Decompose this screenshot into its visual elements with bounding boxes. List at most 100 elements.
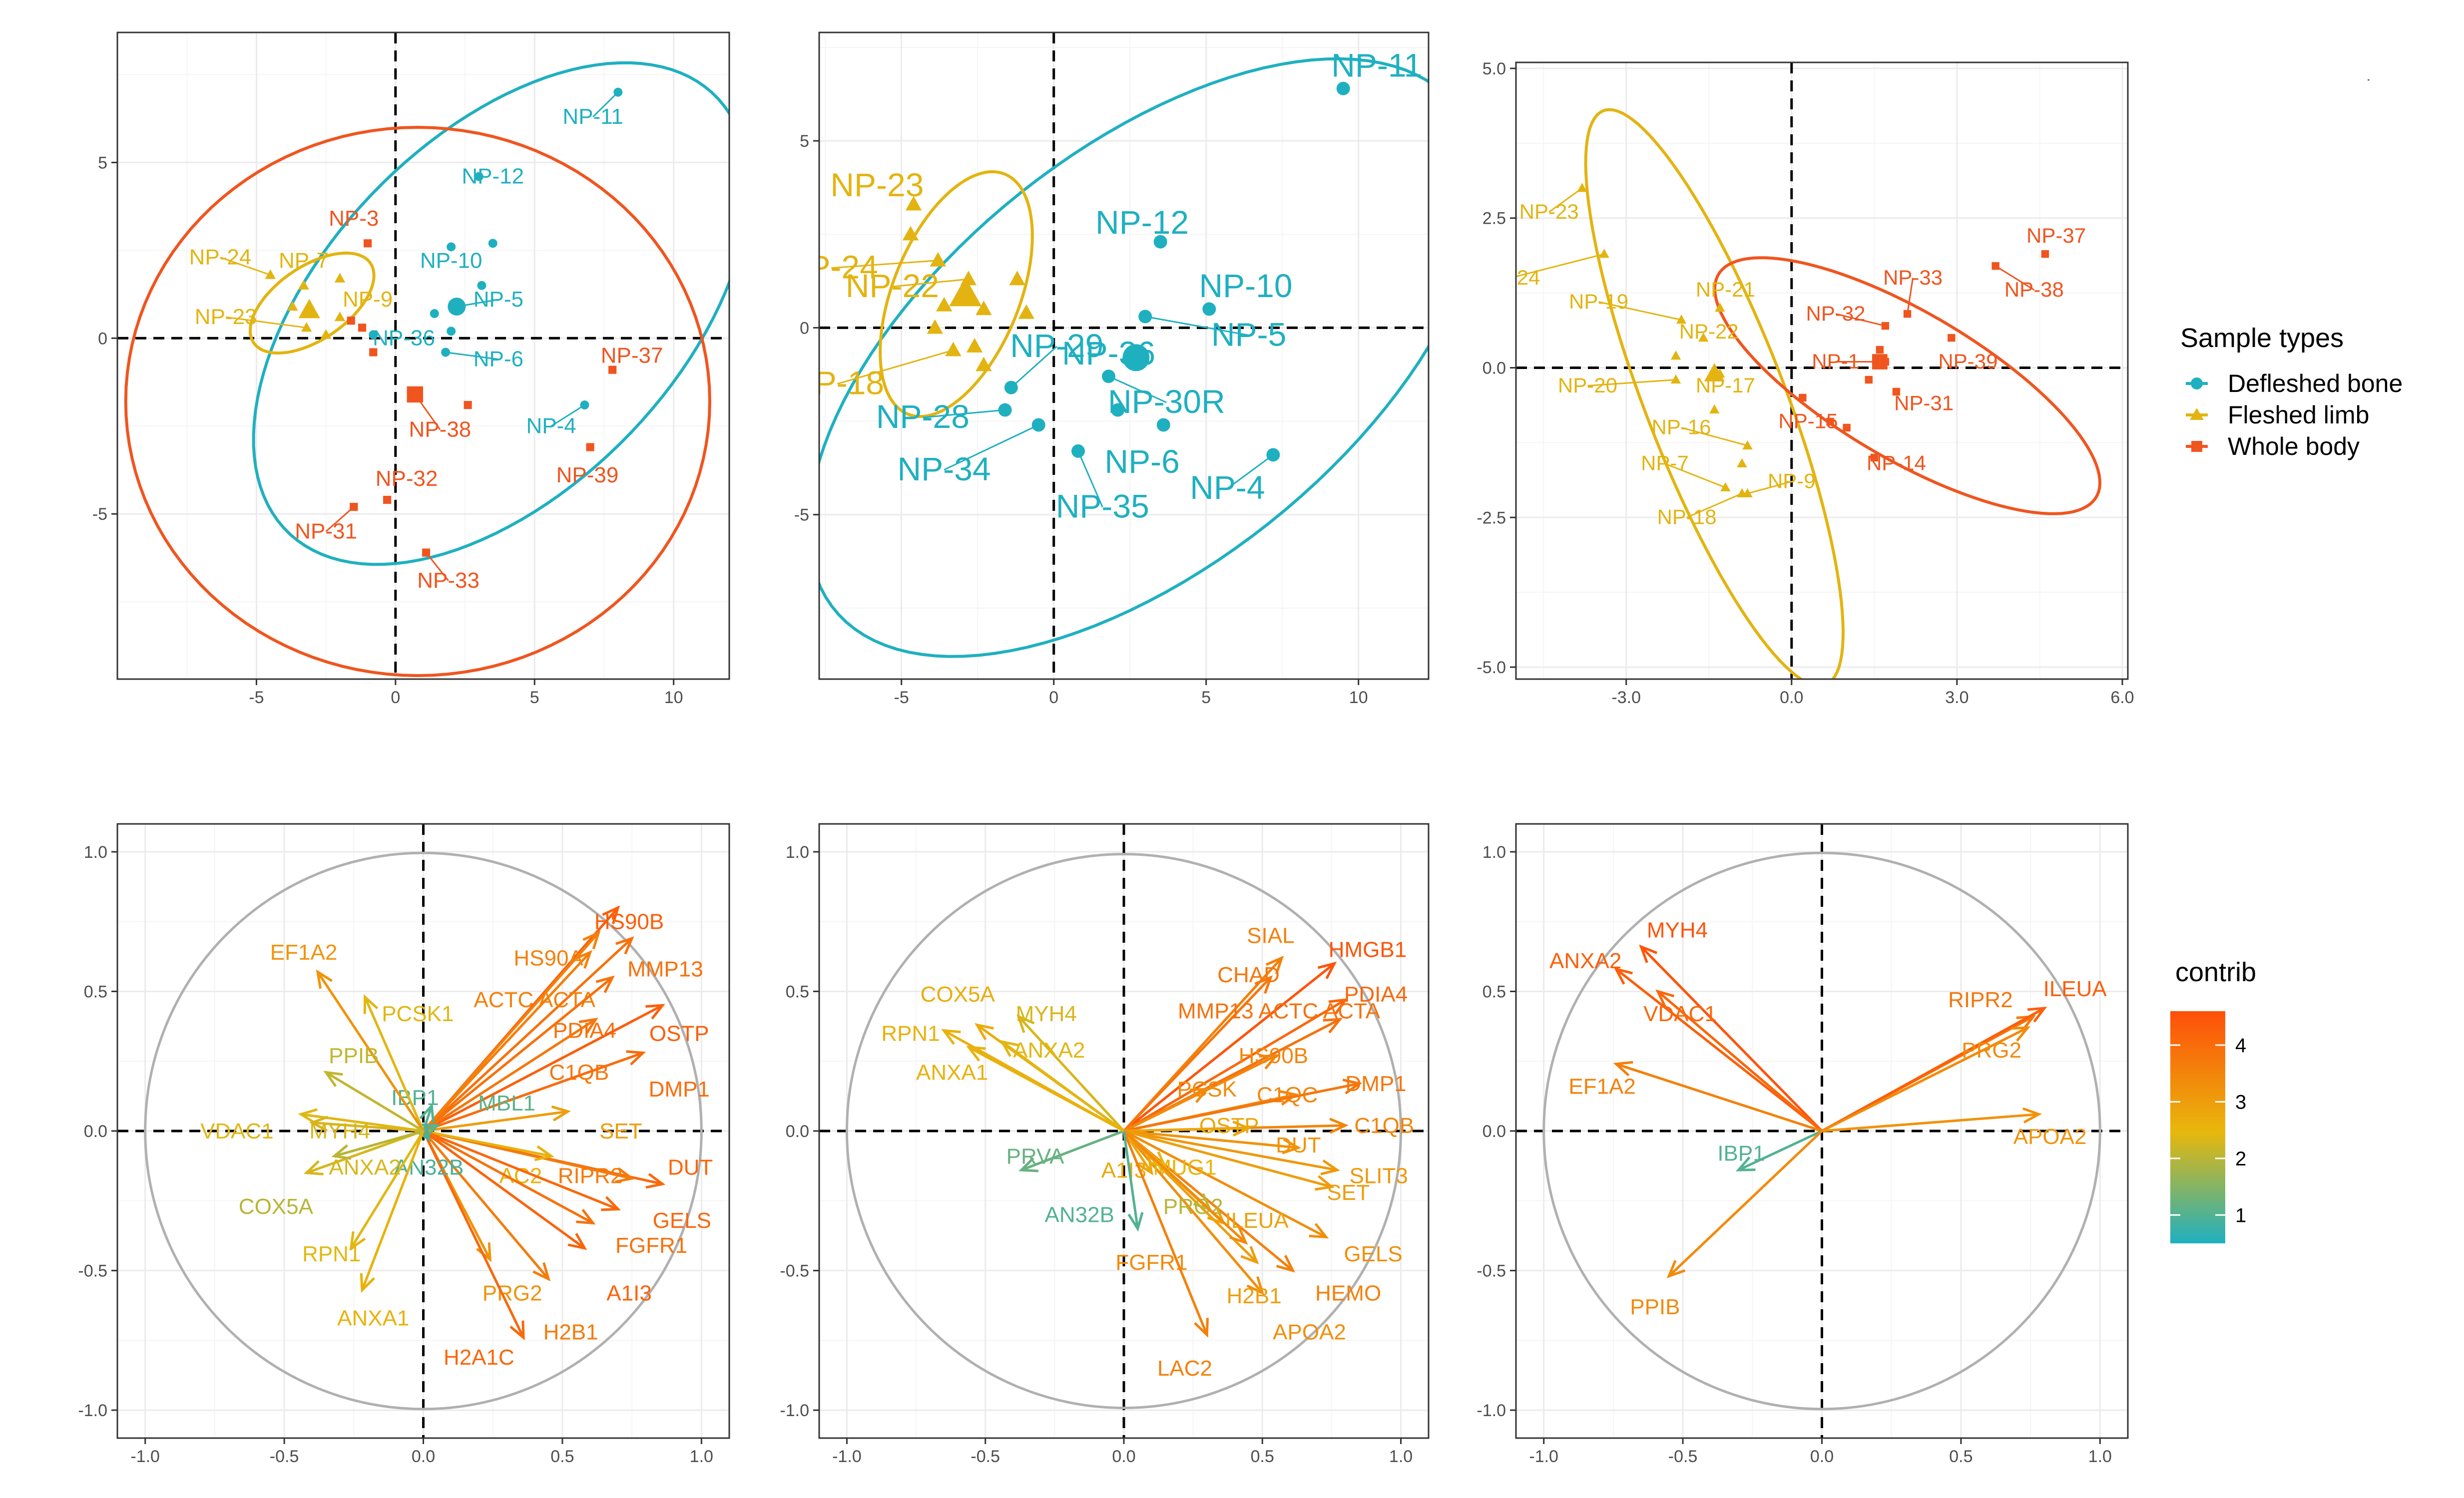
variable-label: C1QB (549, 1061, 609, 1085)
arrow-cox5a: COX5A (239, 1129, 424, 1219)
correlation-circle (144, 851, 703, 1411)
arrow-head (1136, 1155, 1153, 1175)
point-label: NP-38 (409, 417, 472, 441)
point-label: NP-24 (189, 245, 252, 269)
point-defleshed-bone-9 (447, 327, 456, 336)
arrow-shaft (1738, 1129, 1823, 1171)
arrow-head (966, 1046, 986, 1062)
x-tick-label: 6.0 (2110, 688, 2134, 707)
point-label: NP-1 (1812, 350, 1860, 373)
point-fleshed-limb-18 (334, 273, 346, 283)
point-np-24 (1599, 249, 1609, 258)
arrow-head (975, 1023, 994, 1041)
arrow-ef1a2: EF1A2 (1568, 1061, 1823, 1132)
point-label: NP-23 (830, 166, 924, 203)
arrow-head (582, 930, 601, 950)
x-tick-label: 0.0 (1810, 1447, 1834, 1466)
point-label: NP-11 (1331, 46, 1422, 83)
plot-border (116, 823, 730, 1439)
arrow-c1qb: C1QB (1123, 1114, 1414, 1138)
arrow-shaft (1668, 1130, 1823, 1277)
variable-label: APOA2 (2013, 1124, 2087, 1149)
plot-background (117, 32, 729, 679)
variable-label: C1QB (1354, 1114, 1414, 1138)
y-tick-label: 1.0 (786, 843, 809, 862)
arrow-shaft (1822, 1113, 2039, 1132)
point-label: NP-22 (1679, 320, 1739, 343)
label-leader (1686, 492, 1743, 518)
arrow-head (1232, 1120, 1252, 1137)
point-label: NP-38 (2004, 278, 2064, 301)
point-whole-body-27 (358, 324, 367, 332)
point-np-23 (301, 322, 312, 332)
arrow-head (360, 1273, 375, 1293)
arrow-head (2027, 1007, 2047, 1023)
variable-label: OSTP (649, 1021, 709, 1046)
point-label: NP-18 (1657, 505, 1717, 529)
arrow-shaft (423, 1018, 597, 1132)
arrow-myh4: MYH4 (309, 1116, 424, 1143)
arrow-actc-acta: ACTC ACTA (422, 950, 596, 1132)
arrow-shaft (1123, 976, 1272, 1132)
arrow-head (1309, 1223, 1329, 1239)
arrow-head (331, 1144, 352, 1160)
y-tick-label: 0 (98, 329, 107, 348)
arrow-head (645, 1172, 666, 1189)
point-np-10 (447, 242, 456, 252)
ellipse-whole-body (124, 125, 712, 678)
label-leader (1995, 265, 2035, 291)
point-np-32 (1881, 322, 1890, 330)
arrow-prva: PRVA (1006, 1129, 1124, 1172)
point-label: NP-37 (601, 344, 663, 368)
arrow-head (1735, 1156, 1756, 1171)
arrow-head (1279, 1090, 1299, 1106)
arrow-head (1259, 1054, 1279, 1070)
arrow-lac2: LAC2 (1122, 1130, 1212, 1381)
point-label: NP-23 (195, 305, 257, 329)
arrow-dut: DUT (1123, 1129, 1321, 1157)
arrow-mmp13-actc-acta: MMP13 ACTC ACTA (1123, 999, 1381, 1132)
point-label: NP-10 (420, 248, 483, 273)
ellipse-whole-body (1713, 256, 2102, 515)
arrow-shaft (423, 1129, 619, 1210)
contrib-legend-title: contrib (2175, 957, 2256, 987)
variable-label: COX5A (239, 1194, 314, 1219)
arrow-ibp1: IBP1 (391, 1086, 439, 1131)
point-np-3 (364, 239, 372, 248)
point-fleshed-limb-20 (1018, 304, 1034, 319)
arrow-a1i3: A1I3 (1101, 1130, 1153, 1182)
variable-label: AN32B (1045, 1203, 1114, 1227)
arrow-head (1639, 944, 1658, 963)
legend-key-fleshed-limb (2183, 401, 2211, 429)
arrow-shaft (312, 1121, 424, 1132)
variable-label: FGFR1 (615, 1233, 687, 1258)
variable-label: HS90A (513, 946, 583, 970)
label-leader (445, 351, 499, 361)
y-tick-label: 1.0 (84, 843, 107, 862)
arrow-head (298, 1108, 318, 1124)
arrow-ostp: OSTP (423, 1004, 709, 1132)
arrow-set: SET (1123, 1129, 1370, 1205)
plot-border (818, 31, 1430, 680)
arrow-shaft (423, 1052, 644, 1132)
arrow-prg2: PRG2 (1821, 1026, 2031, 1132)
point-label: NP-4 (526, 413, 576, 438)
variable-label: ACTC ACTA (474, 988, 595, 1012)
variable-label: RIPR2 (558, 1163, 623, 1188)
point-label: NP-34 (898, 450, 991, 487)
point-label: NP-24 (1480, 266, 1540, 289)
arrow-shaft (1020, 1129, 1124, 1171)
point-label: NP-31 (295, 519, 357, 543)
arrow-head (1276, 1254, 1295, 1273)
arrow-ppib: PPIB (323, 1044, 424, 1132)
arrow-h2b1: H2B1 (422, 1130, 598, 1345)
variable-label: IBP1 (391, 1086, 439, 1110)
centroid-defleshed-bone (448, 297, 466, 316)
variable-label: ANXA1 (337, 1306, 409, 1331)
point-np-24 (930, 252, 947, 267)
contrib-tick-label: 4 (2235, 1035, 2246, 1057)
point-label: NP-36 (373, 326, 435, 350)
arrow-shaft (1821, 1026, 2028, 1132)
x-tick-label: -0.5 (1668, 1447, 1698, 1466)
variable-label: OSTP (1199, 1114, 1259, 1138)
